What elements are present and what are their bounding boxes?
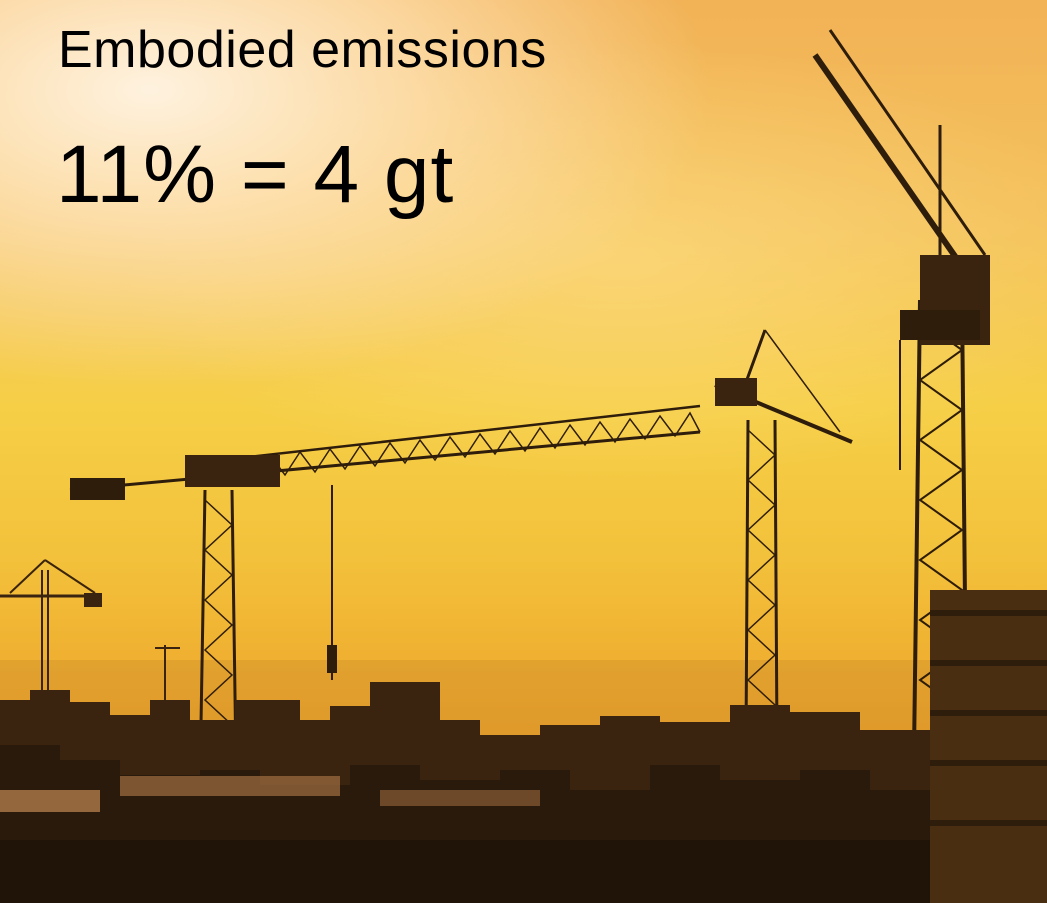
building-frame-right xyxy=(930,590,1047,903)
slide-title: Embodied emissions xyxy=(58,21,547,79)
roof-left xyxy=(0,790,100,812)
crane-large-left xyxy=(69,404,701,901)
operator-cab xyxy=(185,455,280,487)
roof-mid xyxy=(120,776,340,796)
counterweight xyxy=(70,478,125,500)
emissions-figure: 11% = 4 gt xyxy=(56,129,455,220)
ground-shadow xyxy=(0,840,930,903)
crane-far-left xyxy=(0,559,102,700)
roof-center xyxy=(380,790,540,806)
